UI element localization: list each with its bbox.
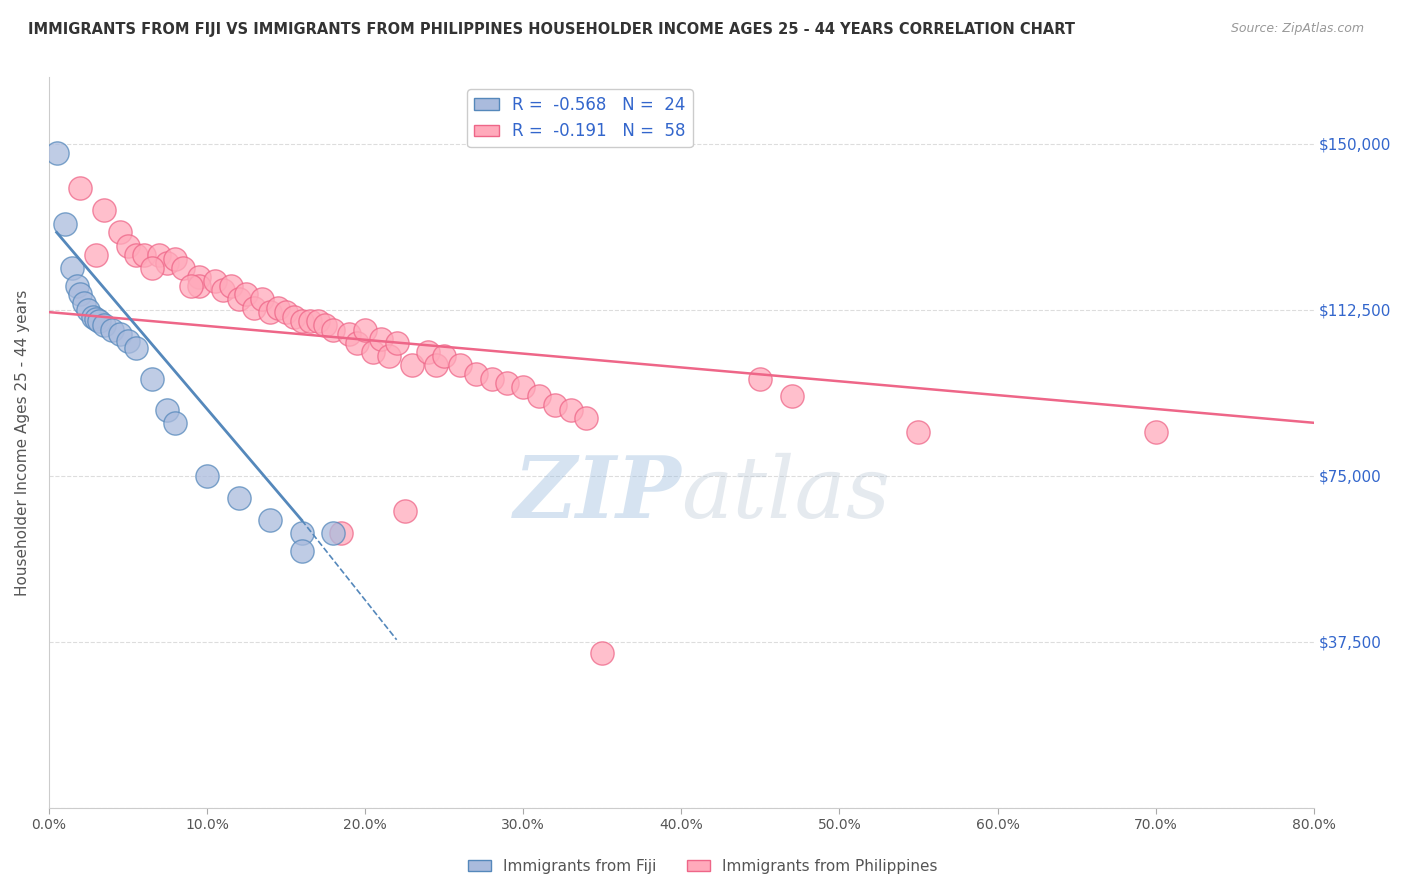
Point bbox=[385, 336, 408, 351]
Point bbox=[93, 203, 115, 218]
Point bbox=[780, 389, 803, 403]
Point bbox=[101, 323, 124, 337]
Point bbox=[125, 247, 148, 261]
Point bbox=[62, 260, 84, 275]
Point bbox=[314, 318, 336, 333]
Text: ZIP: ZIP bbox=[513, 452, 682, 535]
Point bbox=[125, 341, 148, 355]
Point bbox=[433, 350, 456, 364]
Point bbox=[560, 402, 582, 417]
Point bbox=[283, 310, 305, 324]
Point bbox=[907, 425, 929, 439]
Point bbox=[219, 278, 242, 293]
Point bbox=[496, 376, 519, 390]
Point bbox=[259, 513, 281, 527]
Point bbox=[141, 260, 163, 275]
Point bbox=[274, 305, 297, 319]
Point bbox=[66, 278, 89, 293]
Point bbox=[330, 526, 353, 541]
Point bbox=[82, 310, 104, 324]
Point bbox=[377, 350, 399, 364]
Point bbox=[180, 278, 202, 293]
Point bbox=[89, 314, 111, 328]
Point bbox=[235, 287, 257, 301]
Point bbox=[53, 217, 76, 231]
Point bbox=[165, 416, 187, 430]
Legend: Immigrants from Fiji, Immigrants from Philippines: Immigrants from Fiji, Immigrants from Ph… bbox=[463, 853, 943, 880]
Point bbox=[322, 323, 344, 337]
Text: atlas: atlas bbox=[682, 452, 890, 535]
Legend: R =  -0.568   N =  24, R =  -0.191   N =  58: R = -0.568 N = 24, R = -0.191 N = 58 bbox=[467, 89, 693, 147]
Point bbox=[148, 247, 170, 261]
Point bbox=[527, 389, 550, 403]
Point bbox=[211, 283, 233, 297]
Point bbox=[156, 402, 179, 417]
Point bbox=[291, 526, 314, 541]
Point bbox=[337, 327, 360, 342]
Point bbox=[291, 314, 314, 328]
Point bbox=[259, 305, 281, 319]
Point bbox=[156, 256, 179, 270]
Point bbox=[243, 301, 266, 315]
Point bbox=[165, 252, 187, 266]
Point bbox=[141, 371, 163, 385]
Point bbox=[544, 398, 567, 412]
Point bbox=[322, 526, 344, 541]
Point bbox=[84, 247, 107, 261]
Point bbox=[267, 301, 290, 315]
Point bbox=[425, 358, 447, 372]
Point bbox=[481, 371, 503, 385]
Point bbox=[394, 504, 416, 518]
Point bbox=[69, 287, 91, 301]
Point bbox=[401, 358, 423, 372]
Y-axis label: Householder Income Ages 25 - 44 years: Householder Income Ages 25 - 44 years bbox=[15, 290, 30, 596]
Point bbox=[108, 327, 131, 342]
Point bbox=[418, 345, 440, 359]
Point bbox=[1144, 425, 1167, 439]
Point bbox=[512, 380, 534, 394]
Point bbox=[361, 345, 384, 359]
Point bbox=[117, 238, 139, 252]
Point bbox=[252, 292, 274, 306]
Text: IMMIGRANTS FROM FIJI VS IMMIGRANTS FROM PHILIPPINES HOUSEHOLDER INCOME AGES 25 -: IMMIGRANTS FROM FIJI VS IMMIGRANTS FROM … bbox=[28, 22, 1076, 37]
Point bbox=[77, 302, 100, 317]
Point bbox=[291, 544, 314, 558]
Point bbox=[307, 314, 329, 328]
Point bbox=[93, 318, 115, 333]
Point bbox=[346, 336, 368, 351]
Point bbox=[204, 274, 226, 288]
Point bbox=[108, 226, 131, 240]
Point bbox=[575, 411, 598, 425]
Point bbox=[228, 491, 250, 505]
Point bbox=[69, 181, 91, 195]
Point bbox=[132, 247, 155, 261]
Point bbox=[591, 646, 613, 660]
Point bbox=[117, 334, 139, 348]
Point bbox=[45, 145, 67, 160]
Point bbox=[464, 367, 486, 381]
Point bbox=[354, 323, 377, 337]
Point bbox=[188, 278, 211, 293]
Point bbox=[72, 296, 94, 310]
Point bbox=[195, 469, 218, 483]
Point bbox=[188, 269, 211, 284]
Point bbox=[298, 314, 321, 328]
Point bbox=[749, 371, 772, 385]
Point bbox=[172, 260, 194, 275]
Point bbox=[449, 358, 471, 372]
Point bbox=[84, 311, 107, 326]
Point bbox=[370, 332, 392, 346]
Point bbox=[228, 292, 250, 306]
Text: Source: ZipAtlas.com: Source: ZipAtlas.com bbox=[1230, 22, 1364, 36]
